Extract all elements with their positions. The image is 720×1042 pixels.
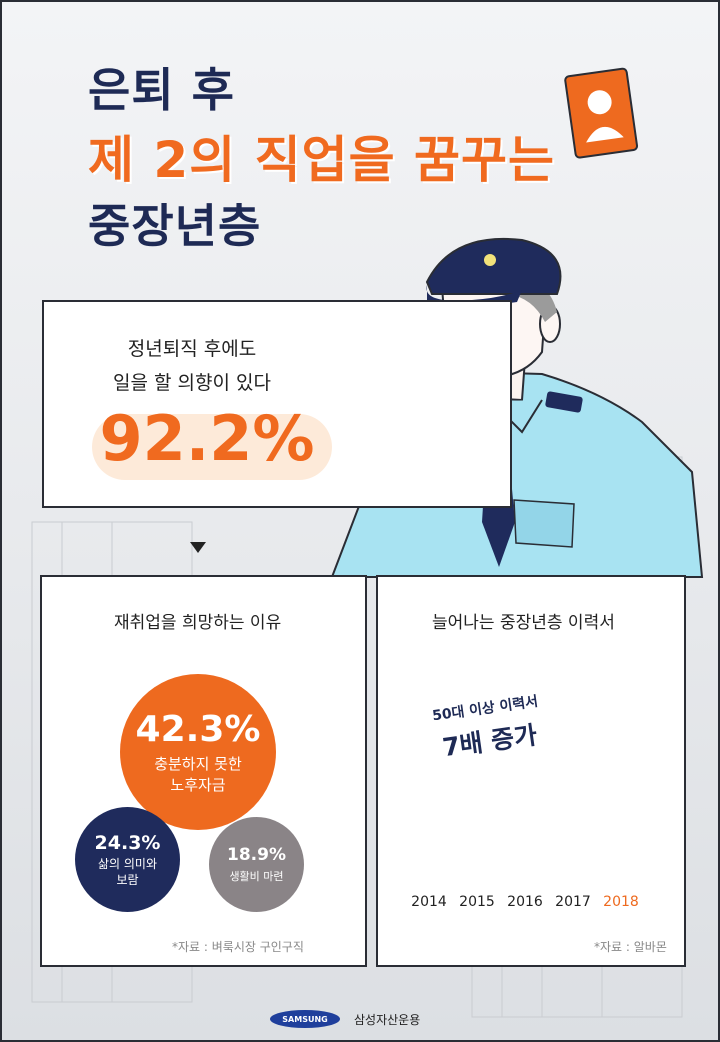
year-label-2015: 2015 (459, 894, 495, 910)
reason-percent-1: 42.3% (135, 708, 261, 750)
reasons-panel-title: 재취업을 희망하는 이유 (114, 613, 282, 633)
reason-label-1-line2: 노후자금 (170, 775, 226, 794)
headline-line1: 은퇴 후 (88, 63, 235, 117)
intent-percent: 92.2% (99, 402, 315, 475)
reason-label-3: 생활비 마련 (229, 870, 284, 883)
year-label-2014: 2014 (411, 894, 447, 910)
year-label-2017: 2017 (555, 894, 591, 910)
intent-question-line2: 일을 할 의향이 있다 (113, 372, 271, 394)
resume-source: *자료 : 알바몬 (594, 940, 667, 954)
reason-bubble-1: 42.3% 충분하지 못한 노후자금 (120, 674, 276, 830)
reason-percent-3: 18.9% (227, 845, 286, 865)
reason-label-2-line1: 삶의 의미와 (97, 856, 157, 871)
year-label-2018: 2018 (603, 894, 639, 910)
intent-question-line1: 정년퇴직 후에도 (127, 338, 257, 360)
arrow-down-icon (190, 542, 206, 553)
reason-bubble-3: 18.9% 생활비 마련 (209, 817, 304, 912)
intent-question: 정년퇴직 후에도 일을 할 의향이 있다 (42, 332, 342, 400)
reason-label-1-line1: 충분하지 못한 (154, 754, 242, 773)
headline-line3: 중장년층 (88, 199, 262, 253)
resume-panel (376, 575, 686, 967)
reason-label-2: 삶의 의미와 보람 (98, 856, 157, 888)
samsung-logo: SAMSUNG (270, 1010, 340, 1028)
year-label-2016: 2016 (507, 894, 543, 910)
reason-label-2-line2: 보람 (116, 872, 139, 887)
company-name: 삼성자산운용 (354, 1013, 421, 1027)
reasons-source: *자료 : 벼룩시장 구인구직 (172, 940, 304, 954)
reason-label-1: 충분하지 못한 노후자금 (154, 754, 242, 796)
resume-panel-title: 늘어나는 중장년층 이력서 (432, 613, 615, 633)
intent-card (42, 300, 512, 508)
highlight-scribble (92, 414, 332, 480)
profile-card-icon (564, 67, 639, 159)
reason-percent-2: 24.3% (94, 831, 161, 854)
reason-bubble-2: 24.3% 삶의 의미와 보람 (75, 807, 180, 912)
headline-line2: 제 2의 직업을 꿈꾸는 (88, 131, 556, 189)
